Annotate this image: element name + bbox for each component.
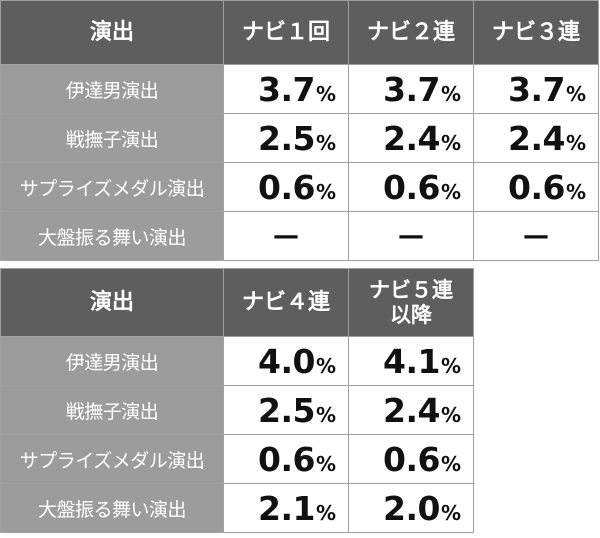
value-cell: 2.5% — [223, 113, 349, 163]
row-label: 伊達男演出 — [0, 64, 224, 114]
value-cell-dash: — — [473, 211, 599, 261]
value-cell: 2.5% — [223, 385, 349, 435]
row-label: サプライズメダル演出 — [0, 162, 224, 212]
percent-unit: % — [440, 353, 461, 378]
table-row: 大盤振る舞い演出 2.1% 2.0% — [0, 483, 474, 533]
percent-unit: % — [315, 451, 336, 476]
value-cell: 2.1% — [223, 483, 349, 533]
percent-unit: % — [315, 500, 336, 525]
value-cell: 0.6% — [223, 434, 349, 484]
row-label: 大盤振る舞い演出 — [0, 211, 224, 261]
value-number: 2.5 — [257, 118, 315, 158]
value-cell: 4.1% — [348, 336, 474, 386]
percent-unit: % — [565, 81, 586, 106]
table-row: 戦撫子演出 2.5% 2.4% — [0, 385, 474, 435]
table-header-row: 演出 ナビ１回 ナビ２連 ナビ３連 — [0, 0, 599, 65]
percent-unit: % — [315, 130, 336, 155]
percent-unit: % — [565, 179, 586, 204]
value-cell: 2.4% — [473, 113, 599, 163]
value-cell: 0.6% — [223, 162, 349, 212]
table-row: サプライズメダル演出 0.6% 0.6% — [0, 434, 474, 484]
value-number: 0.6 — [507, 167, 565, 207]
value-cell: 0.6% — [348, 434, 474, 484]
percent-unit: % — [565, 130, 586, 155]
value-number: 3.7 — [257, 69, 315, 109]
value-number: 2.5 — [257, 390, 315, 430]
value-cell: 2.4% — [348, 385, 474, 435]
value-cell: 3.7% — [473, 64, 599, 114]
percent-unit: % — [315, 353, 336, 378]
value-cell: 3.7% — [348, 64, 474, 114]
value-cell: 2.0% — [348, 483, 474, 533]
header-cell-navi-1: ナビ１回 — [223, 0, 349, 65]
percent-unit: % — [440, 500, 461, 525]
percent-unit: % — [440, 179, 461, 204]
percent-unit: % — [315, 81, 336, 106]
value-number: 3.7 — [382, 69, 440, 109]
row-label: 大盤振る舞い演出 — [0, 483, 224, 533]
table-row: 大盤振る舞い演出 — — — — [0, 211, 599, 261]
row-label: 戦撫子演出 — [0, 385, 224, 435]
header-cell-navi-4: ナビ４連 — [223, 268, 349, 337]
value-cell: 4.0% — [223, 336, 349, 386]
value-cell: 0.6% — [473, 162, 599, 212]
probability-table-navi-1-3: 演出 ナビ１回 ナビ２連 ナビ３連 伊達男演出 3.7% 3.7% 3.7% 戦… — [0, 0, 599, 261]
probability-table-navi-4-5: 演出 ナビ４連 ナビ５連 以降 伊達男演出 4.0% 4.1% 戦撫子演出 2.… — [0, 268, 474, 533]
header-cell-effect: 演出 — [0, 0, 224, 65]
value-cell: 2.4% — [348, 113, 474, 163]
row-label: サプライズメダル演出 — [0, 434, 224, 484]
table-row: サプライズメダル演出 0.6% 0.6% 0.6% — [0, 162, 599, 212]
value-cell: 0.6% — [348, 162, 474, 212]
percent-unit: % — [440, 130, 461, 155]
value-number: 4.1 — [382, 341, 440, 381]
value-number: 0.6 — [257, 167, 315, 207]
table-row: 戦撫子演出 2.5% 2.4% 2.4% — [0, 113, 599, 163]
percent-unit: % — [440, 81, 461, 106]
table-row: 伊達男演出 3.7% 3.7% 3.7% — [0, 64, 599, 114]
value-number: 2.4 — [507, 118, 565, 158]
percent-unit: % — [440, 402, 461, 427]
header-cell-navi-3: ナビ３連 — [473, 0, 599, 65]
value-cell-dash: — — [223, 211, 349, 261]
header-cell-effect: 演出 — [0, 268, 224, 337]
value-number: 2.4 — [382, 118, 440, 158]
header-cell-navi-2: ナビ２連 — [348, 0, 474, 65]
value-number: 0.6 — [257, 439, 315, 479]
percent-unit: % — [440, 451, 461, 476]
value-number: 3.7 — [507, 69, 565, 109]
value-number: 2.4 — [382, 390, 440, 430]
percent-unit: % — [315, 402, 336, 427]
value-number: 2.0 — [382, 488, 440, 528]
header-cell-navi-5-plus: ナビ５連 以降 — [348, 268, 474, 337]
value-number: 2.1 — [257, 488, 315, 528]
row-label: 戦撫子演出 — [0, 113, 224, 163]
table-row: 伊達男演出 4.0% 4.1% — [0, 336, 474, 386]
value-cell-dash: — — [348, 211, 474, 261]
table-header-row: 演出 ナビ４連 ナビ５連 以降 — [0, 268, 474, 337]
value-number: 0.6 — [382, 167, 440, 207]
value-number: 0.6 — [382, 439, 440, 479]
value-cell: 3.7% — [223, 64, 349, 114]
row-label: 伊達男演出 — [0, 336, 224, 386]
value-number: 4.0 — [257, 341, 315, 381]
percent-unit: % — [315, 179, 336, 204]
